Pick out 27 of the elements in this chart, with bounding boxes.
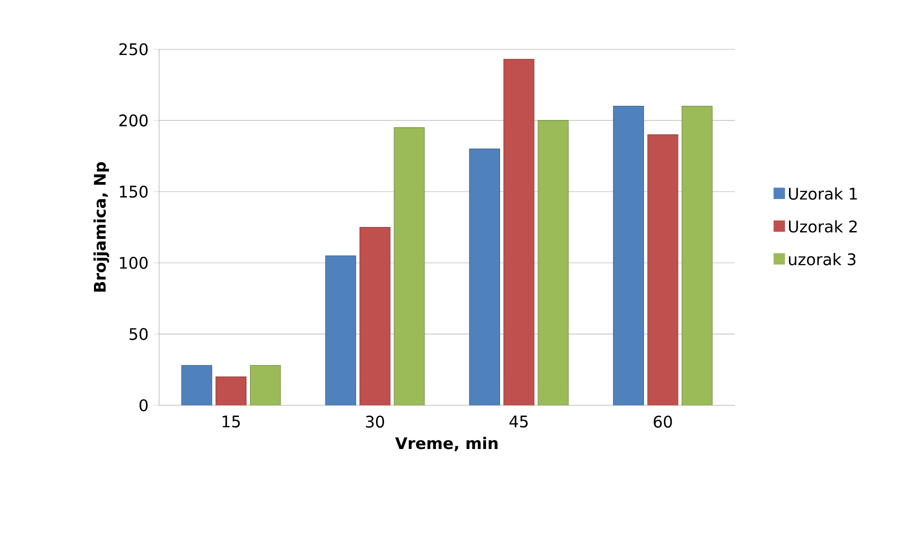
bar [613, 106, 644, 406]
legend-label: Uzorak 2 [788, 220, 857, 233]
bar [394, 127, 425, 406]
bar [250, 365, 281, 406]
bar [216, 376, 246, 406]
legend-label: uzorak 3 [788, 253, 856, 266]
y-tick-label: 100 [120, 256, 148, 269]
bar [503, 59, 534, 406]
bar [647, 134, 678, 406]
legend-label: Uzorak 1 [788, 188, 857, 200]
y-tick-label: 250 [119, 43, 148, 56]
x-tick-label: 45 [510, 416, 528, 428]
x-axis-title: Vreme, min [395, 436, 498, 452]
bar [469, 148, 500, 406]
x-tick-label: 30 [366, 416, 384, 428]
x-tick-label: 60 [654, 416, 672, 428]
bar [682, 106, 713, 406]
bar [360, 227, 390, 406]
y-tick-label: 200 [119, 114, 148, 127]
bar [181, 365, 212, 406]
y-tick-label: 150 [120, 186, 148, 198]
x-tick-label: 15 [222, 416, 240, 428]
bar [325, 256, 356, 406]
y-tick-label: 50 [130, 328, 148, 340]
bar [538, 120, 569, 406]
y-axis-title: Brojjamica, Np [93, 162, 110, 292]
y-tick-label: 0 [140, 399, 148, 412]
